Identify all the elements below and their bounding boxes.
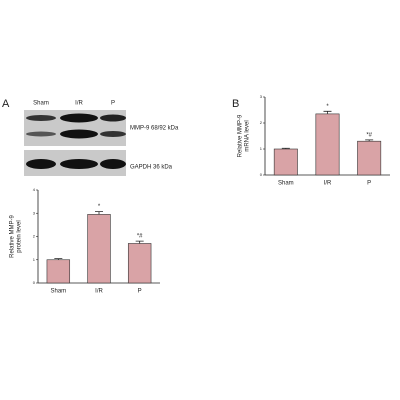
significance-label: * — [326, 104, 329, 110]
x-tick-label: Sham — [278, 181, 294, 187]
band-label: GAPDH 36 kDa — [130, 165, 173, 171]
y-tick-label: 2 — [260, 120, 263, 125]
y-tick-label: 4 — [33, 187, 36, 192]
bar — [315, 113, 340, 176]
lane-label: P — [111, 101, 115, 107]
blot-band — [26, 131, 56, 137]
error-bar — [365, 139, 374, 142]
significance-label: * — [98, 204, 101, 210]
bar — [46, 259, 71, 284]
error-bar — [135, 240, 144, 244]
significance-label: *# — [137, 234, 143, 240]
y-tick-label: 2 — [33, 234, 36, 239]
error-bar — [95, 211, 103, 215]
blot-band — [60, 129, 98, 139]
blot-band — [60, 159, 98, 169]
band-label: MMP-9 68/92 kDa — [130, 126, 179, 132]
blot-band — [100, 131, 126, 137]
bar — [127, 243, 152, 284]
bar — [357, 140, 382, 176]
lane-label: Sham — [33, 101, 49, 107]
y-axis-label: protein level — [17, 220, 23, 252]
error-bar — [323, 110, 332, 114]
significance-label: *# — [366, 132, 372, 138]
panel-label: A — [2, 98, 10, 110]
blot-band — [26, 115, 56, 121]
y-axis-label: mRNA level — [245, 120, 251, 151]
bar — [87, 214, 111, 284]
y-tick-label: 1 — [33, 257, 36, 262]
y-tick-label: 3 — [33, 210, 36, 215]
x-tick-label: Sham — [50, 289, 66, 295]
lane-label: I/R — [75, 101, 83, 107]
y-tick-label: 0 — [260, 172, 263, 177]
blot-band — [100, 159, 126, 169]
blot-band — [60, 113, 98, 123]
blot-band — [100, 114, 126, 122]
y-tick-label: 3 — [260, 94, 263, 99]
y-tick-label: 0 — [33, 280, 36, 285]
x-tick-label: I/R — [95, 289, 103, 295]
y-axis-label: Relative MMP-9 — [238, 114, 244, 157]
x-tick-label: P — [367, 181, 371, 187]
x-tick-label: P — [138, 289, 142, 295]
blot-band — [26, 159, 56, 169]
bar — [273, 148, 298, 176]
x-tick-label: I/R — [324, 181, 332, 187]
y-axis-label: Relative MMP-9 — [10, 215, 16, 258]
error-bar — [54, 258, 63, 260]
y-tick-label: 1 — [260, 146, 263, 151]
panel-label: B — [232, 98, 239, 110]
western-blot: Sham I/R P MMP-9 68/92 kDa GAPDH 36 kDa — [24, 101, 179, 176]
error-bar — [281, 147, 290, 149]
